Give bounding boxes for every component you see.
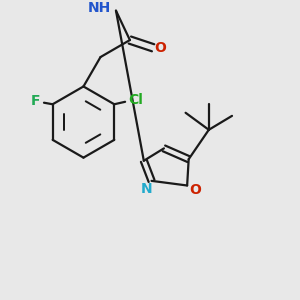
Text: Cl: Cl bbox=[128, 93, 143, 106]
Text: F: F bbox=[31, 94, 40, 108]
Text: O: O bbox=[154, 41, 166, 55]
Text: NH: NH bbox=[88, 1, 112, 15]
Text: N: N bbox=[141, 182, 153, 196]
Text: O: O bbox=[189, 183, 201, 197]
